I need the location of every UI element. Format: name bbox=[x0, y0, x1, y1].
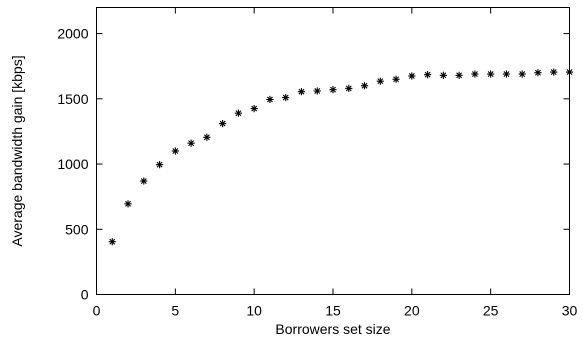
data-point bbox=[266, 95, 274, 104]
data-point bbox=[518, 70, 526, 78]
x-tick-label: 5 bbox=[171, 303, 179, 319]
data-point bbox=[424, 71, 432, 79]
data-point bbox=[408, 72, 416, 80]
data-point bbox=[392, 75, 400, 83]
data-point bbox=[471, 70, 479, 78]
y-tick-label: 500 bbox=[65, 221, 89, 237]
data-point bbox=[297, 88, 306, 96]
x-tick-label: 30 bbox=[562, 303, 578, 319]
x-tick-label: 15 bbox=[325, 303, 341, 319]
data-point bbox=[565, 68, 574, 76]
y-tick-label: 1000 bbox=[57, 156, 88, 172]
plot-frame bbox=[96, 7, 570, 295]
data-point bbox=[203, 133, 211, 141]
x-axis-label: Borrowers set size bbox=[275, 321, 390, 337]
data-points bbox=[108, 68, 574, 246]
data-point bbox=[313, 87, 321, 95]
data-point bbox=[250, 105, 258, 113]
data-point bbox=[187, 139, 195, 147]
data-point bbox=[345, 84, 353, 92]
y-axis-ticks: 0 500 1000 1500 2000 bbox=[57, 26, 570, 303]
data-point bbox=[219, 120, 227, 128]
data-point bbox=[282, 93, 290, 102]
data-point bbox=[171, 147, 179, 155]
y-tick-label: 2000 bbox=[57, 26, 88, 42]
data-point bbox=[360, 82, 369, 90]
x-axis-ticks: 0 5 10 15 20 25 30 bbox=[93, 7, 578, 319]
data-point bbox=[124, 200, 132, 208]
data-point bbox=[140, 177, 148, 185]
data-point bbox=[534, 69, 542, 77]
y-tick-label: 1500 bbox=[57, 91, 88, 107]
data-point bbox=[376, 77, 384, 85]
data-point bbox=[455, 71, 463, 79]
y-tick-label: 0 bbox=[81, 287, 89, 303]
data-point bbox=[502, 70, 511, 78]
data-point bbox=[155, 161, 164, 169]
data-point bbox=[108, 238, 116, 246]
data-point bbox=[329, 86, 337, 94]
x-tick-label: 10 bbox=[246, 303, 262, 319]
x-tick-label: 0 bbox=[93, 303, 101, 319]
data-point bbox=[234, 109, 242, 117]
x-tick-label: 25 bbox=[483, 303, 499, 319]
data-point bbox=[550, 68, 558, 76]
y-axis-label: Average bandwidth gain [kbps] bbox=[9, 55, 25, 246]
data-point bbox=[439, 71, 447, 79]
x-tick-label: 20 bbox=[404, 303, 420, 319]
data-point bbox=[487, 70, 495, 78]
